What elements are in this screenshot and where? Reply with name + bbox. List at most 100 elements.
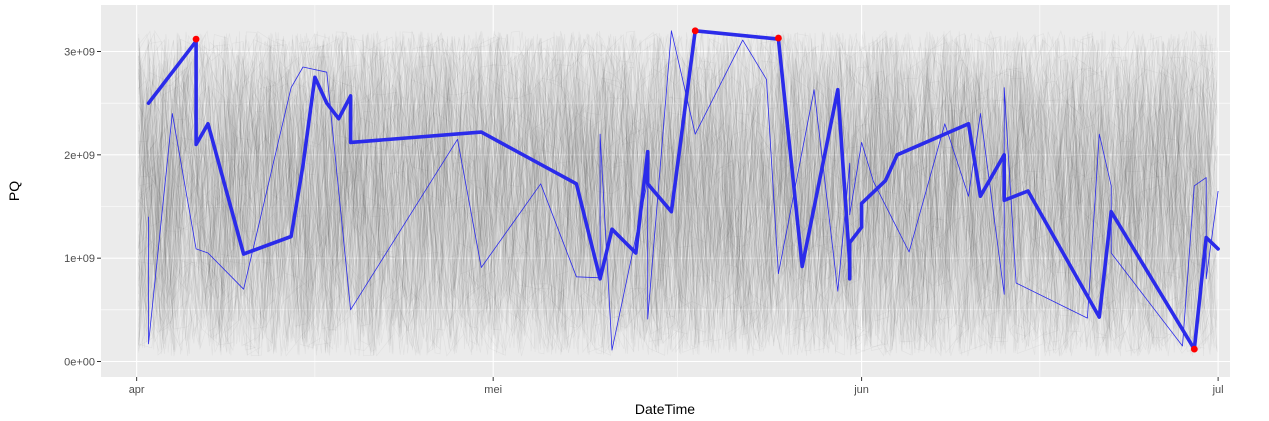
y-axis: 0e+00 1e+09 2e+09 3e+09 [64, 47, 101, 369]
background-line [138, 30, 1207, 352]
y-tick-label: 3e+09 [64, 47, 95, 59]
background-line [138, 33, 1204, 357]
background-line [138, 37, 1217, 357]
background-line [138, 35, 1210, 353]
background-line [138, 33, 1204, 353]
background-line [138, 31, 1217, 355]
background-line [138, 32, 1213, 355]
thin-blue-series [148, 30, 1219, 351]
background-line [138, 34, 1215, 356]
background-line [138, 33, 1215, 357]
background-line [138, 33, 1213, 353]
background-line [138, 31, 1211, 356]
background-line [138, 32, 1215, 357]
background-line [138, 31, 1214, 356]
background-line [138, 30, 1214, 356]
background-line [138, 35, 1218, 356]
background-line [138, 33, 1211, 356]
background-line [138, 30, 1216, 355]
background-line [138, 31, 1214, 355]
background-line [138, 32, 1211, 352]
background-line [138, 35, 1216, 355]
background-line [138, 30, 1207, 352]
background-line [138, 31, 1203, 357]
extreme-point [1190, 345, 1198, 353]
background-line [138, 36, 1217, 353]
background-line [138, 31, 1209, 357]
thin-series-line [148, 30, 1219, 351]
background-line [138, 31, 1213, 354]
extreme-point [775, 34, 782, 42]
background-line [138, 34, 1215, 349]
background-line [138, 30, 1209, 355]
background-line [138, 29, 1209, 354]
background-line [138, 31, 1214, 356]
background-line [138, 31, 1213, 356]
background-line [138, 33, 1218, 354]
background-line [138, 31, 1217, 355]
x-axis: apr mei jun jul [129, 377, 1224, 396]
background-line [138, 31, 1218, 355]
background-line [138, 31, 1215, 356]
x-tick-label: mei [484, 384, 502, 396]
background-line [138, 33, 1211, 355]
background-line [138, 42, 1205, 357]
background-line [138, 31, 1218, 357]
y-tick-label: 1e+09 [64, 253, 95, 265]
background-line [138, 33, 1218, 353]
background-line [138, 33, 1218, 356]
background-line [138, 31, 1217, 357]
x-tick-label: apr [129, 384, 145, 396]
background-line [138, 31, 1209, 354]
background-line [138, 36, 1218, 356]
background-line [138, 31, 1209, 356]
background-line [138, 29, 1204, 354]
background-line [138, 34, 1211, 354]
background-line [138, 33, 1218, 357]
background-line [138, 30, 1205, 354]
extreme-point [691, 27, 699, 35]
background-line [138, 32, 1217, 354]
background-line [138, 33, 1213, 338]
background-line [138, 33, 1218, 354]
background-line [138, 34, 1207, 349]
background-line [138, 35, 1213, 356]
background-line [138, 30, 1215, 352]
background-line [138, 32, 1216, 347]
background-line [138, 33, 1217, 354]
background-line [138, 32, 1210, 350]
background-line [138, 35, 1216, 356]
y-tick-label: 2e+09 [64, 150, 95, 162]
background-line [138, 31, 1218, 354]
background-line [138, 31, 1217, 357]
grid-major [101, 5, 1230, 377]
background-line [138, 32, 1216, 356]
background-line [138, 34, 1210, 357]
background-line [138, 31, 1211, 354]
background-line [138, 29, 1215, 354]
background-line [138, 35, 1219, 353]
background-line [138, 31, 1214, 355]
background-line [138, 34, 1217, 354]
background-line [138, 33, 1216, 355]
background-line [138, 32, 1214, 350]
background-line [138, 31, 1214, 355]
background-line [138, 33, 1208, 357]
background-line [138, 32, 1213, 349]
background-line [138, 36, 1217, 353]
background-line [138, 37, 1215, 355]
background-line [138, 32, 1203, 352]
background-line [138, 33, 1211, 357]
background-line [138, 31, 1213, 357]
background-line [138, 31, 1216, 357]
background-line [138, 31, 1209, 353]
background-line [138, 33, 1215, 357]
background-line [138, 31, 1218, 355]
background-line [138, 35, 1215, 350]
background-line [138, 31, 1218, 355]
background-line [138, 31, 1219, 353]
background-line [138, 38, 1216, 353]
background-line [138, 30, 1216, 354]
background-line [138, 36, 1218, 357]
